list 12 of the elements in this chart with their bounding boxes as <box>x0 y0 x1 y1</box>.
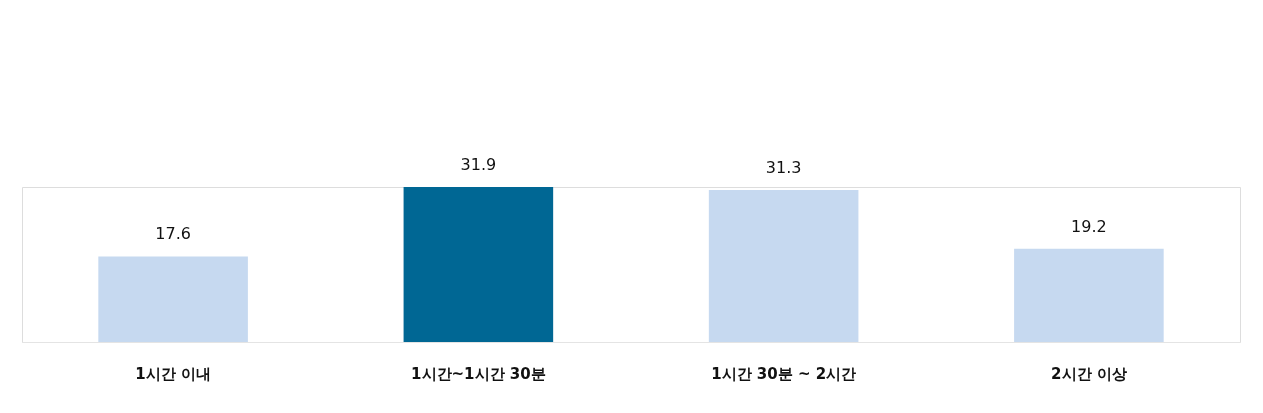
x-tick-label: 2시간 이상 <box>1051 364 1127 383</box>
data-label: 31.9 <box>460 155 497 174</box>
bar <box>98 256 248 342</box>
x-tick-label: 1시간 이내 <box>135 364 211 383</box>
bar <box>708 189 859 342</box>
data-label: 19.2 <box>1071 216 1107 236</box>
bar <box>1014 248 1164 342</box>
x-tick-label: 1시간 30분 ~ 2시간 <box>711 364 857 383</box>
data-label: 17.6 <box>155 224 191 244</box>
data-label: 31.3 <box>765 157 802 177</box>
bar <box>403 187 554 342</box>
x-tick-label: 1시간~1시간 30분 <box>411 364 546 383</box>
